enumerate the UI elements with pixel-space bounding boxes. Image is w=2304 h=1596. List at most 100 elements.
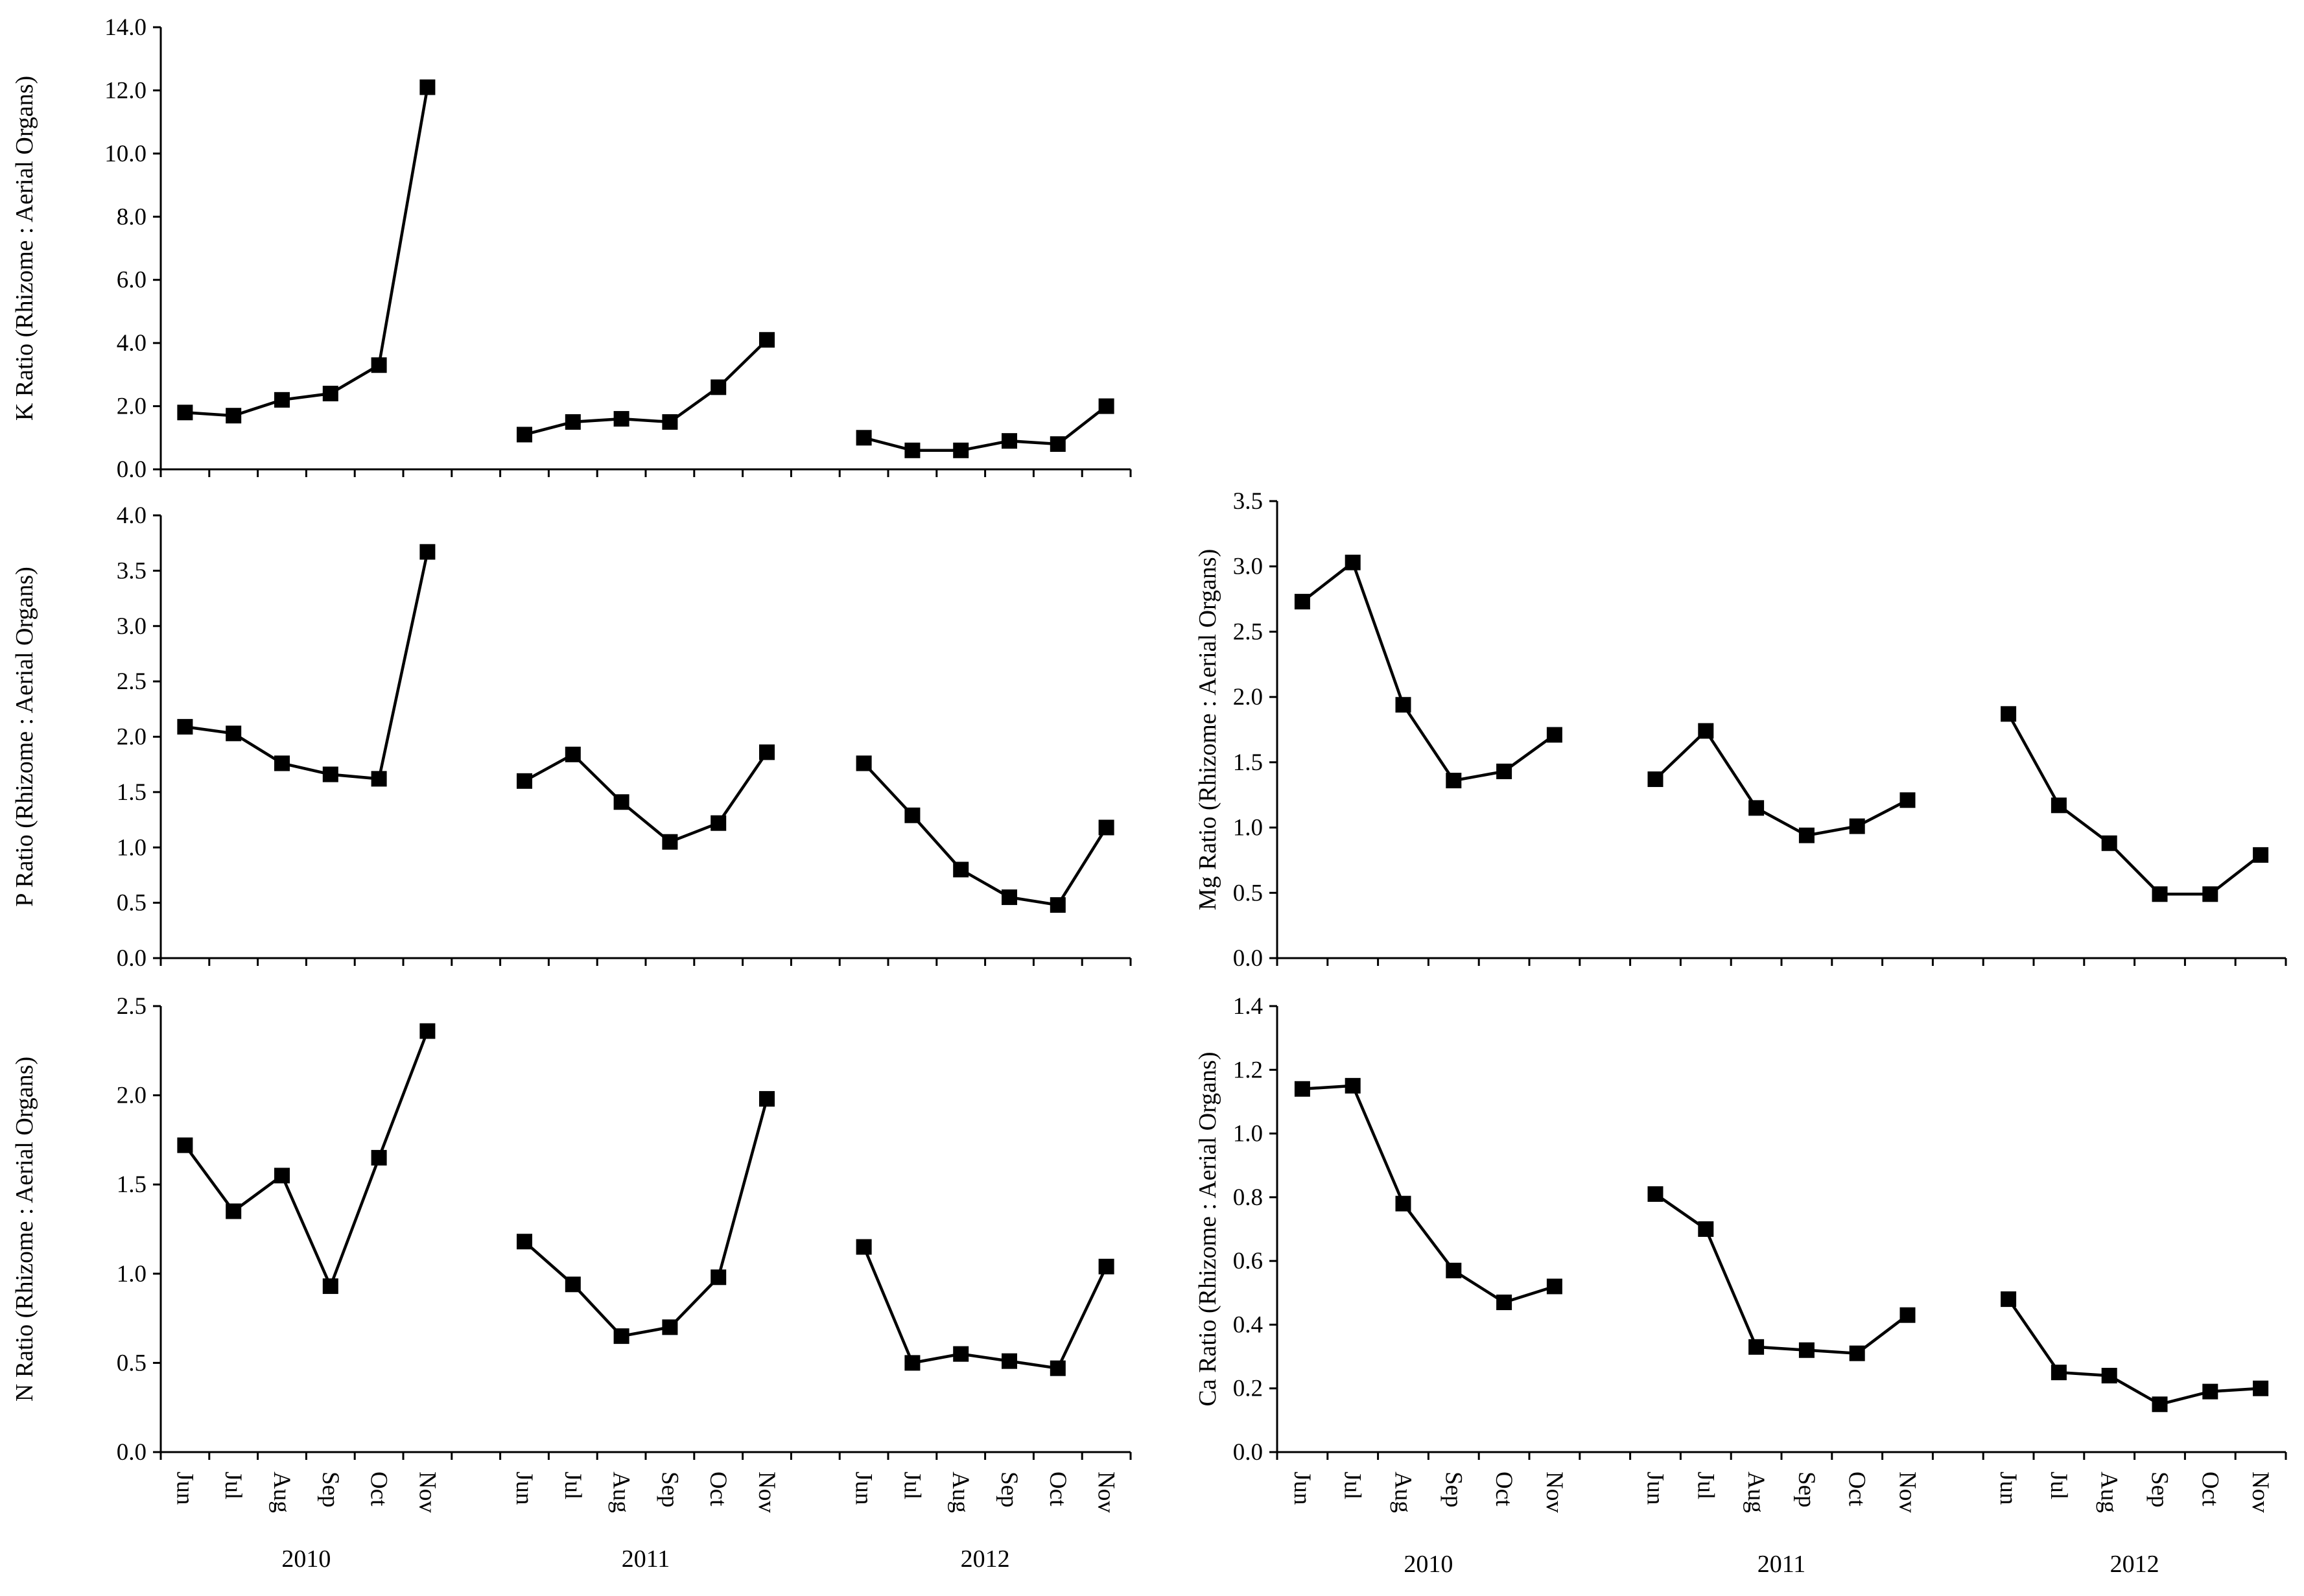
x-month-label: Jul (559, 1472, 586, 1499)
series-line-2011 (523, 751, 768, 844)
data-point-2010 (1294, 594, 1310, 610)
data-point-2012 (2101, 835, 2117, 851)
data-point-2012 (1002, 433, 1017, 449)
data-point-2010 (1395, 697, 1411, 713)
data-point-2012 (2001, 1291, 2017, 1308)
data-point-2010 (226, 408, 242, 424)
x-month-label: Oct (1844, 1472, 1870, 1507)
data-point-2012 (2001, 706, 2017, 722)
x-month-label: Aug (947, 1472, 974, 1513)
data-point-2010 (322, 766, 338, 782)
series-line-2012 (864, 405, 1107, 452)
series-line-2011 (524, 338, 768, 436)
series-line-2010 (1302, 1084, 1555, 1304)
y-tick-label: 4.0 (117, 330, 147, 357)
y-tick-label: 1.5 (1233, 749, 1263, 776)
data-point-2010 (1546, 1278, 1562, 1295)
y-tick-label: 1.0 (1233, 815, 1263, 841)
y-tick-label: 1.0 (1233, 1121, 1263, 1147)
data-point-2011 (1698, 1221, 1714, 1237)
x-month-label: Sep (996, 1472, 1022, 1508)
x-month-label: Sep (1440, 1472, 1466, 1508)
x-month-label: Aug (268, 1472, 295, 1513)
data-point-2012 (2051, 1365, 2067, 1381)
y-axis-title: Ca Ratio (Rhizome : Aerial Organs) (1194, 1051, 1221, 1406)
data-point-2010 (226, 725, 242, 742)
y-tick-label: 3.5 (1233, 488, 1263, 515)
data-point-2011 (1899, 792, 1916, 808)
data-point-2011 (1698, 723, 1714, 739)
series-line-2010 (183, 1030, 429, 1291)
y-tick-label: 3.5 (117, 557, 147, 584)
series-line-2010 (1301, 560, 1556, 782)
x-month-label: Sep (656, 1472, 683, 1508)
data-point-2010 (419, 544, 436, 560)
data-point-2010 (274, 755, 290, 771)
y-tick-label: 0.6 (1233, 1248, 1263, 1274)
data-point-2010 (1446, 773, 1462, 789)
data-point-2012 (904, 807, 921, 823)
y-tick-label: 4.0 (117, 502, 147, 529)
data-point-2011 (565, 746, 581, 762)
y-tick-label: 8.0 (117, 204, 147, 230)
series-line-2012 (862, 762, 1108, 907)
x-month-label: Oct (1490, 1472, 1517, 1507)
x-month-label: Jul (220, 1472, 246, 1499)
y-tick-label: 14.0 (104, 14, 147, 41)
x-month-label: Aug (2096, 1472, 2122, 1513)
y-tick-label: 10.0 (104, 141, 147, 167)
x-month-label: Nov (1093, 1472, 1120, 1513)
data-point-2010 (274, 392, 290, 408)
y-tick-label: 0.0 (117, 456, 147, 483)
x-month-label: Nov (2247, 1472, 2274, 1513)
series-line-2012 (862, 1246, 1108, 1370)
data-point-2010 (322, 386, 338, 402)
year-label: 2012 (2110, 1551, 2159, 1578)
data-point-2012 (2253, 1380, 2269, 1396)
y-tick-label: 1.0 (117, 834, 147, 861)
data-point-2011 (613, 1328, 629, 1344)
y-tick-label: 0.5 (1233, 880, 1263, 906)
data-point-2012 (1050, 436, 1066, 452)
data-point-2012 (953, 442, 969, 458)
x-month-label: Aug (608, 1472, 635, 1513)
data-point-2012 (2152, 1396, 2168, 1413)
x-month-label: Oct (1044, 1472, 1071, 1507)
series-line-2012 (2007, 1298, 2261, 1406)
y-tick-label: 3.0 (117, 613, 147, 640)
data-point-2011 (1748, 1339, 1765, 1355)
data-point-2011 (759, 332, 775, 348)
year-label: 2011 (1757, 1551, 1806, 1578)
series-line-2011 (1654, 1193, 1909, 1355)
x-month-label: Aug (1743, 1472, 1769, 1513)
data-point-2011 (711, 815, 727, 831)
series-line-2010 (185, 87, 429, 417)
y-tick-label: 1.2 (1233, 1057, 1263, 1083)
data-point-2010 (1345, 1077, 1361, 1094)
year-label: 2011 (622, 1545, 670, 1573)
data-point-2012 (1098, 1258, 1114, 1274)
data-point-2012 (2202, 1383, 2218, 1400)
data-point-2010 (371, 1149, 387, 1166)
y-tick-label: 0.5 (117, 1350, 147, 1376)
y-axis-title: P Ratio (Rhizome : Aerial Organs) (11, 567, 38, 907)
data-point-2012 (2101, 1368, 2117, 1384)
x-month-label: Sep (317, 1472, 344, 1508)
y-tick-label: 1.5 (117, 779, 147, 806)
y-axis-title: Mg Ratio (Rhizome : Aerial Organs) (1194, 549, 1221, 911)
x-month-label: Jun (171, 1472, 198, 1505)
x-month-label: Jun (511, 1472, 537, 1505)
data-point-2011 (711, 1269, 727, 1285)
data-point-2011 (613, 794, 629, 810)
data-point-2011 (711, 379, 727, 395)
k-ratio-chart: 0.0 2.0 4.0 6.0 8.0 10.0 12.0 14.0 K Ratio (Rhiz… (11, 14, 1132, 483)
series-line-2012 (2007, 713, 2262, 896)
data-point-2012 (2051, 797, 2067, 814)
data-point-2010 (274, 1168, 290, 1184)
data-point-2010 (177, 719, 193, 735)
x-month-label: Nov (414, 1472, 440, 1513)
data-point-2012 (1098, 819, 1114, 836)
data-point-2010 (1546, 727, 1562, 743)
data-point-2010 (322, 1278, 338, 1295)
data-point-2011 (662, 1319, 678, 1335)
